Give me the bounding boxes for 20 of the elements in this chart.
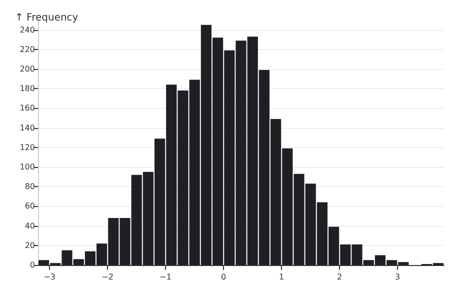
y-tick-label: 40 <box>24 221 35 230</box>
y-tick-label: 80 <box>24 182 35 192</box>
y-axis-title: ↑ Frequency <box>15 12 78 24</box>
y-tick-label: 200 <box>20 64 35 74</box>
x-tick-label: 2 <box>337 272 342 282</box>
x-tick-label: 0 <box>221 272 226 282</box>
y-tick-label: 220 <box>20 44 35 54</box>
y-tick-label: 60 <box>24 202 35 211</box>
y-tick-label: 100 <box>20 162 35 172</box>
y-tick-label: 180 <box>20 84 35 94</box>
y-tick-label: 240 <box>20 25 35 34</box>
y-tick-label: 160 <box>20 104 35 113</box>
y-tick-label: 120 <box>20 142 35 152</box>
x-tick-label: −3 <box>44 272 56 282</box>
x-tick-label: 1 <box>279 272 284 282</box>
x-tick-label: −1 <box>160 272 172 282</box>
y-tick-label: 20 <box>24 240 35 250</box>
x-tick-label: −2 <box>102 272 114 282</box>
y-tick-label: 140 <box>20 123 35 132</box>
x-tick-label: 3 <box>395 272 400 282</box>
